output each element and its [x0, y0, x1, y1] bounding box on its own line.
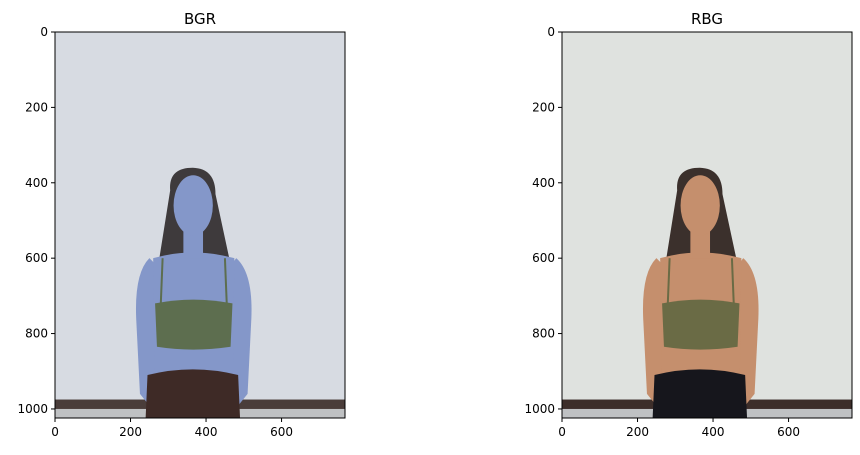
pants [652, 369, 748, 418]
left-strap [666, 258, 671, 306]
y-tick-label: 0 [547, 25, 555, 39]
axes-frame [561, 31, 853, 419]
crop-top [155, 299, 233, 350]
x-tick-label: 200 [626, 425, 649, 439]
x-tick-label: 600 [777, 425, 800, 439]
tick-labels: 0 200 400 600 0 200 400 600 800 1000 [524, 25, 800, 439]
y-tick-label: 400 [532, 176, 555, 190]
right-strap [730, 258, 735, 306]
x-tick-label: 200 [119, 425, 142, 439]
y-tick-label: 600 [532, 251, 555, 265]
crop-top [662, 299, 740, 350]
pants [145, 369, 241, 418]
x-tick-label: 400 [702, 425, 725, 439]
right-arm [230, 258, 252, 413]
y-tick-label: 600 [25, 251, 48, 265]
right-arm [737, 258, 759, 413]
subplot-title: BGR [184, 10, 216, 28]
image-rbg [562, 32, 852, 418]
subplot-title: RBG [691, 10, 723, 28]
y-tick-label: 200 [532, 100, 555, 114]
image-bgr [55, 32, 345, 418]
y-tick-label: 1000 [17, 402, 48, 416]
face [173, 175, 213, 236]
left-strap [159, 258, 164, 306]
y-tick-label: 0 [40, 25, 48, 39]
subplot-rbg: RBG 0 200 400 600 0 200 400 600 800 1000 [524, 10, 853, 439]
x-tick-label: 0 [558, 425, 566, 439]
y-tick-label: 1000 [524, 402, 555, 416]
x-tick-label: 0 [51, 425, 59, 439]
y-tick-label: 800 [25, 327, 48, 341]
axes-frame [54, 31, 346, 419]
right-strap [223, 258, 228, 306]
face [680, 175, 720, 236]
tick-labels: 0 200 400 600 0 200 400 600 800 1000 [17, 25, 293, 439]
subplot-bgr: BGR 0 200 400 600 0 200 400 600 800 1000 [17, 10, 346, 439]
x-tick-label: 400 [195, 425, 218, 439]
y-tick-label: 200 [25, 100, 48, 114]
x-tick-label: 600 [270, 425, 293, 439]
y-tick-label: 800 [532, 327, 555, 341]
y-tick-label: 400 [25, 176, 48, 190]
